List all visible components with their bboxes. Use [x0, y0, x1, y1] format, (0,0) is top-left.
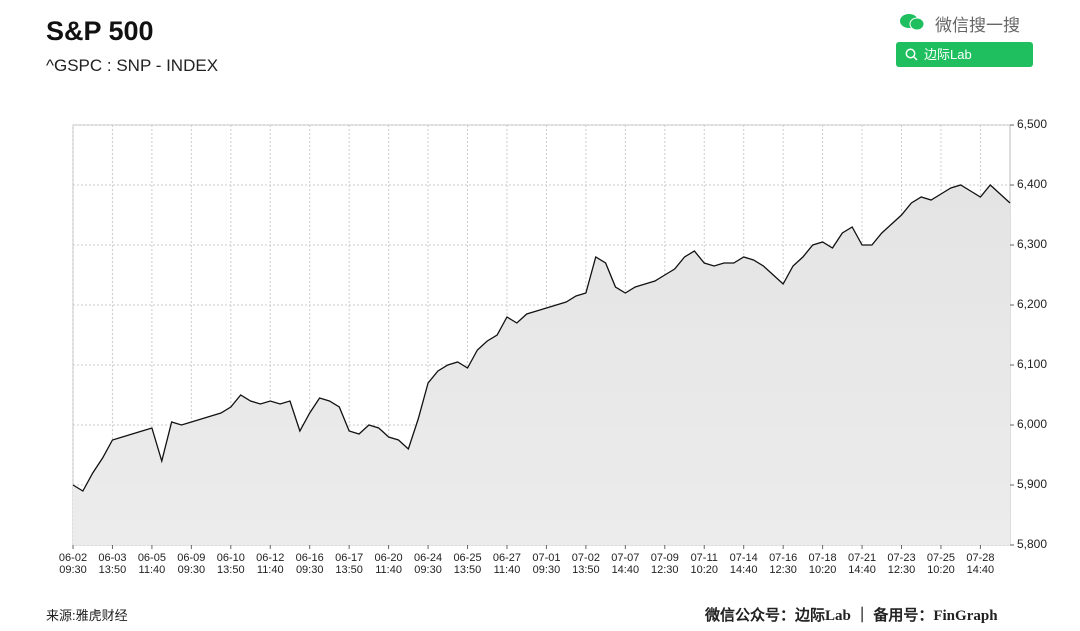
- x-tick-label: 07-18 10:20: [808, 552, 837, 576]
- y-tick-label: 6,000: [1017, 417, 1047, 431]
- x-tick-label: 06-05 11:40: [137, 552, 166, 576]
- credit: 微信公众号：边际Lab ｜ 备用号：FinGraph: [705, 608, 998, 624]
- search-icon: [905, 48, 918, 61]
- y-tick-label: 6,200: [1017, 297, 1047, 311]
- line: [72, 184, 1011, 492]
- title: S&P 500: [46, 16, 154, 46]
- area: [73, 185, 1010, 545]
- x-tick-label: 07-14 14:40: [729, 552, 758, 576]
- x-tick-label: 06-27 11:40: [492, 552, 522, 576]
- search-button[interactable]: 边际Lab: [896, 42, 1033, 67]
- x-tick-label: 07-02 13:50: [571, 552, 600, 576]
- x-tick-label: 06-03 13:50: [98, 552, 127, 576]
- x-tick-label: 07-16 12:30: [769, 552, 798, 576]
- y-tick-label: 6,500: [1017, 117, 1047, 131]
- x-tick-label: 06-17 13:50: [335, 552, 364, 576]
- search-button-label: 边际Lab: [924, 47, 972, 62]
- x-tick-label: 07-28 14:40: [966, 552, 995, 576]
- y-tick-label: 6,300: [1017, 237, 1047, 251]
- x-tick-label: 07-09 12:30: [650, 552, 679, 576]
- x-tick-label: 06-10 13:50: [216, 552, 245, 576]
- x-tick-label: 06-25 13:50: [453, 552, 482, 576]
- x-tick-label: 06-12 11:40: [256, 552, 285, 576]
- x-tick-label: 06-09 09:30: [177, 552, 206, 576]
- x-tick-label: 06-16 09:30: [295, 552, 324, 576]
- y-tick-label: 5,800: [1017, 537, 1047, 551]
- x-tick-label: 07-11 10:20: [690, 552, 718, 576]
- x-tick-label: 07-25 10:20: [926, 552, 956, 576]
- x-tick-label: 06-24 09:30: [413, 552, 443, 576]
- x-tick-label: 07-07 14:40: [611, 552, 640, 576]
- x-tick-label: 06-20 11:40: [374, 552, 403, 576]
- search-label: 微信搜一搜: [935, 16, 1020, 35]
- x-tick-label: 07-01 09:30: [532, 552, 561, 576]
- y-tick-label: 6,100: [1017, 357, 1047, 371]
- y-tick-label: 5,900: [1017, 477, 1047, 491]
- x-tick-label: 06-02 09:30: [58, 552, 88, 576]
- wechat-icon: [900, 14, 925, 31]
- source: 来源:雅虎财经: [46, 608, 128, 623]
- x-tick-label: 07-23 12:30: [887, 552, 916, 576]
- x-tick-label: 07-21 14:40: [847, 552, 877, 576]
- subtitle: ^GSPC : SNP - INDEX: [46, 56, 219, 75]
- y-tick-label: 6,400: [1017, 177, 1047, 191]
